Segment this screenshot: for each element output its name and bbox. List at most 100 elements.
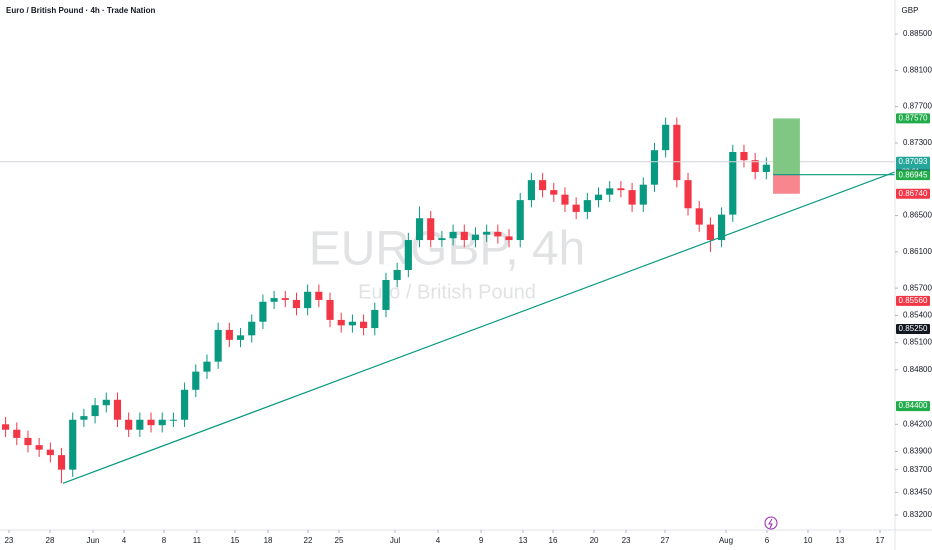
x-tick-label: 25 [335, 536, 344, 545]
event-icon[interactable] [764, 516, 778, 530]
candle-body [382, 279, 390, 310]
candle-body [393, 269, 401, 280]
candle-body [248, 321, 256, 336]
candle-body [315, 291, 323, 300]
candle-body [460, 231, 468, 241]
candle-body [505, 236, 513, 241]
candle-body [181, 389, 189, 420]
candle-body [91, 405, 99, 417]
candle-body [348, 321, 356, 326]
candle-body [606, 188, 614, 195]
candle-body [80, 416, 88, 420]
candle-body [169, 419, 177, 421]
price-badge [896, 170, 930, 181]
candle-body [415, 218, 424, 241]
candle-body [281, 298, 289, 300]
price-badge-label: 0.86740 [899, 189, 928, 198]
candle-body [236, 335, 245, 340]
profit-zone [773, 118, 800, 175]
candle-body [539, 180, 547, 191]
x-tick-label: 13 [519, 536, 528, 545]
candle-body [371, 309, 379, 329]
watermark-name: Euro / British Pound [358, 281, 536, 303]
x-tick-label: 18 [264, 536, 273, 545]
candle-body [404, 240, 412, 270]
y-tick-label: 0.87300 [903, 138, 932, 147]
x-tick-label: 8 [162, 536, 167, 545]
candle-body [483, 231, 491, 235]
candle-body [69, 419, 77, 470]
candle-body [360, 321, 368, 329]
candle-body [572, 204, 580, 212]
candle-body [304, 291, 312, 309]
x-tick-label: 13 [836, 536, 845, 545]
chart-title: Euro / British Pound · 4h · Trade Nation [6, 6, 155, 15]
y-tick-label: 0.88500 [903, 29, 932, 38]
candle-body [192, 371, 200, 390]
candle-body [214, 329, 222, 362]
x-tick-label: Aug [719, 536, 733, 545]
price-badge-label: 0.85250 [899, 324, 928, 333]
trendline [62, 171, 896, 484]
candle-body [639, 184, 647, 205]
candle-body [13, 429, 21, 438]
candle-body [751, 160, 759, 172]
candle-body [2, 424, 10, 430]
y-tick-label: 0.86500 [903, 211, 932, 220]
candle-body [24, 437, 32, 446]
candle-body [617, 188, 625, 191]
y-tick-label: 0.86100 [903, 247, 932, 256]
price-badge-label: 0.87570 [899, 114, 928, 123]
y-tick-label: 0.83900 [903, 447, 932, 456]
x-tick-label: 28 [46, 536, 55, 545]
candle-body [292, 299, 301, 309]
x-tick-label: 15 [230, 536, 239, 545]
candle-body [136, 419, 144, 430]
x-tick-label: Jun [87, 536, 100, 545]
x-tick-label: 17 [876, 536, 885, 545]
y-tick-label: 0.83200 [903, 510, 932, 519]
price-badge-label: 0.84400 [899, 401, 928, 410]
candle-body [471, 234, 480, 241]
y-tick-label: 0.84800 [903, 365, 932, 374]
candle-body [561, 194, 569, 205]
y-tick-label: 0.83700 [903, 465, 932, 474]
price-badge-label: 0.87093 [899, 157, 928, 166]
y-tick-label: 0.88100 [903, 65, 932, 74]
y-tick-label: 0.87700 [903, 102, 932, 111]
candle-body [684, 180, 692, 209]
candle-body [35, 445, 43, 450]
x-tick-label: 11 [193, 536, 202, 545]
x-tick-label: 4 [436, 536, 441, 545]
y-tick-label: 0.85100 [903, 338, 932, 347]
y-tick-label: 0.84200 [903, 419, 932, 428]
candle-body [706, 224, 714, 241]
candle-body [729, 152, 737, 215]
candle-body [550, 190, 558, 195]
candle-body [718, 214, 726, 241]
x-tick-label: 27 [661, 536, 670, 545]
x-tick-label: 22 [304, 536, 313, 545]
x-tick-label: 16 [549, 536, 558, 545]
price-badge [896, 323, 930, 334]
candle-body [326, 299, 334, 320]
candle-body [259, 301, 267, 322]
y-tick-label: 0.85700 [903, 283, 932, 292]
plot-area [0, 117, 896, 484]
candle-body [125, 419, 133, 430]
loss-zone [773, 174, 800, 194]
candle-body [695, 208, 703, 225]
x-tick-label: 6 [765, 536, 770, 545]
candle-body [158, 419, 166, 426]
candle-body [494, 231, 502, 237]
watermark-symbol: EURGBP, 4h [309, 223, 586, 276]
x-tick-label: 23 [622, 536, 631, 545]
candle-body [427, 218, 435, 241]
y-tick-label: 0.85400 [903, 310, 932, 319]
x-tick-label: 10 [804, 536, 813, 545]
candle-body [527, 180, 535, 201]
candle-body [46, 449, 54, 456]
price-badge-label: 0.85560 [899, 296, 928, 305]
